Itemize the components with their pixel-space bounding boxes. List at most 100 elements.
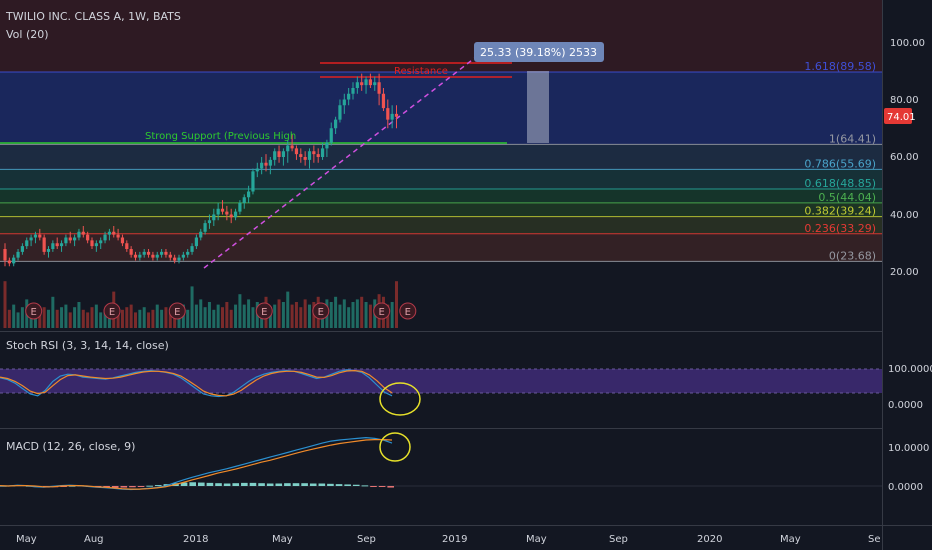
time-axis-label: Aug — [84, 534, 104, 545]
fib-level-label: 0.382(39.24) — [804, 205, 876, 218]
macd-hist-bar — [266, 483, 274, 486]
macd-hist-bar — [344, 484, 351, 486]
macd-hist-bar — [206, 482, 214, 486]
earnings-marker[interactable]: E — [399, 302, 417, 320]
macd-hist-bar — [180, 482, 188, 486]
candle — [129, 246, 133, 258]
volume-bar — [338, 304, 342, 328]
volume-bar — [216, 304, 220, 328]
candle — [55, 237, 59, 249]
volume-bar — [186, 309, 190, 328]
candle — [299, 148, 303, 163]
candle — [225, 205, 229, 221]
candle — [347, 88, 351, 106]
macd-hist-bar — [292, 483, 300, 486]
fib-level-label: 1.618(89.58) — [804, 60, 876, 73]
price-axis[interactable]: 100.00 80.00 60.00 40.00 20.00 74.01 — [884, 38, 925, 278]
candle — [64, 234, 68, 247]
macd-hist-bar — [120, 486, 128, 488]
candle — [90, 237, 94, 249]
candle — [329, 122, 333, 146]
macd-hist-bar — [198, 482, 205, 486]
volume-bar — [342, 299, 346, 328]
volume-bar — [12, 304, 16, 328]
svg-text:E: E — [405, 307, 411, 318]
stoch-rsi-pane[interactable] — [0, 368, 882, 416]
macd-hist-bar — [284, 483, 291, 486]
volume-bar — [64, 304, 68, 328]
candle — [394, 105, 399, 129]
macd-hist-bar — [232, 483, 240, 486]
macd-pane[interactable] — [0, 432, 882, 491]
candle — [238, 200, 242, 215]
candle — [73, 234, 77, 247]
time-axis-label: 2018 — [183, 534, 208, 545]
earnings-marker[interactable]: E — [312, 302, 330, 320]
volume-bar — [77, 302, 81, 328]
stoch-rsi-label: Stoch RSI (3, 3, 14, 14, close) — [6, 339, 169, 352]
macd-hist-bar — [60, 486, 67, 487]
candle — [20, 243, 24, 255]
candle — [264, 154, 268, 172]
earnings-marker[interactable]: E — [255, 302, 273, 320]
fib-band — [0, 189, 882, 203]
volume-bar — [116, 312, 120, 328]
svg-text:E: E — [31, 307, 37, 318]
volume-bar — [225, 302, 229, 328]
macd-hist-bar — [352, 484, 360, 486]
earnings-marker[interactable]: E — [373, 302, 391, 320]
candle — [86, 231, 90, 244]
candle — [77, 228, 81, 241]
time-axis-label: Sep — [357, 534, 376, 545]
fib-band — [0, 169, 882, 190]
volume-bar — [212, 309, 216, 328]
candle — [251, 168, 255, 195]
resistance-label: Resistance — [394, 66, 448, 77]
candle — [277, 145, 281, 163]
candle — [220, 200, 225, 215]
volume-bar — [329, 302, 333, 328]
volume-bar — [390, 302, 394, 328]
candle — [325, 139, 329, 157]
volume-bar — [268, 307, 272, 328]
time-axis-label: May — [16, 534, 37, 545]
earnings-marker[interactable]: E — [103, 302, 121, 320]
volume-bar — [68, 312, 72, 328]
volume-bar — [203, 307, 207, 328]
volume-bar — [364, 302, 368, 328]
volume-bar — [229, 309, 233, 328]
candle — [33, 231, 38, 244]
volume-bar — [247, 299, 251, 328]
candle — [207, 214, 212, 229]
volume-bar — [125, 307, 129, 328]
volume-bar — [142, 307, 146, 328]
volume-bar — [355, 299, 359, 328]
macd-hist-bar — [361, 485, 369, 487]
macd-hist-bar — [275, 483, 283, 486]
time-axis-label: 2020 — [697, 534, 722, 545]
macd-hist-bar — [189, 482, 196, 486]
fib-level-label: 0.618(48.85) — [804, 177, 876, 190]
candle — [7, 257, 11, 267]
candle — [133, 251, 138, 261]
candle — [25, 237, 29, 249]
stoch-axis[interactable]: 100.0000 0.0000 — [888, 364, 932, 411]
macd-axis[interactable]: 10.0000 0.0000 — [888, 443, 929, 493]
macd-axis-label: 10.0000 — [888, 443, 929, 454]
volume-bar — [155, 304, 159, 328]
candle — [190, 243, 194, 255]
support-label: Strong Support (Previous High — [145, 131, 296, 142]
candle — [290, 134, 294, 152]
price-pane[interactable]: 1.618(89.58) 1(64.41) 0.786(55.69) 0.618(48… — [0, 0, 882, 328]
macd-axis-label: 0.0000 — [888, 482, 923, 493]
time-axis[interactable]: May Aug 2018 May Sep 2019 May Sep 2020 M… — [16, 534, 881, 545]
candle — [173, 254, 177, 264]
fib-level-label: 0.5(44.04) — [818, 191, 876, 204]
volume-bar — [199, 299, 203, 328]
candle — [368, 73, 372, 88]
svg-text:E: E — [174, 307, 180, 318]
earnings-marker[interactable]: E — [168, 302, 186, 320]
earnings-marker[interactable]: E — [25, 302, 43, 320]
